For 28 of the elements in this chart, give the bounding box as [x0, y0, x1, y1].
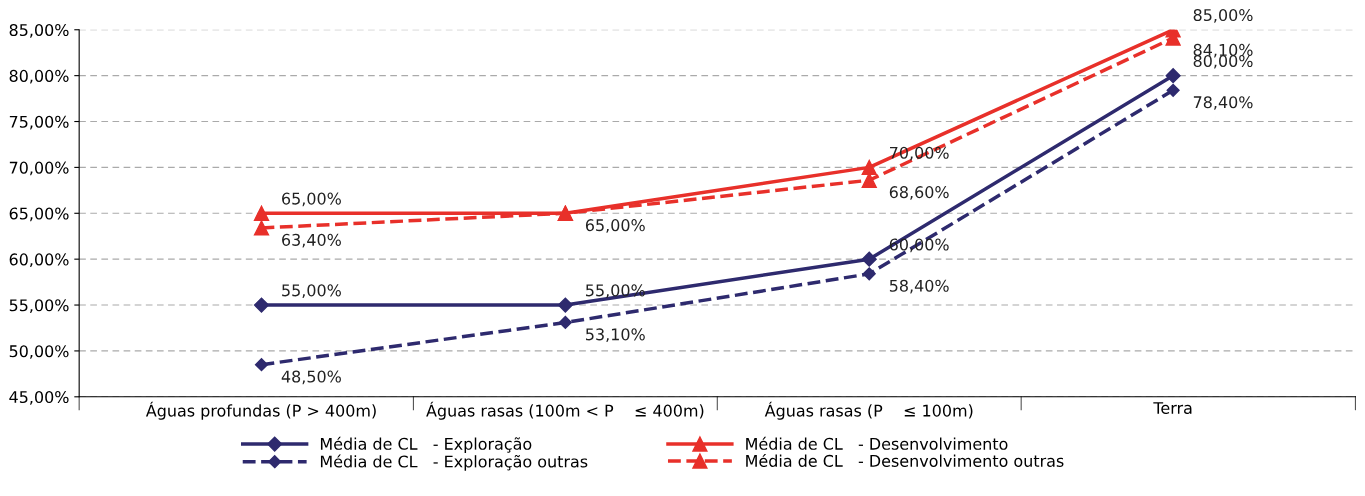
y-tick-label: 65,00% [9, 207, 69, 222]
data-label: 48,50% [281, 370, 341, 385]
legend-label: Média de CL - Desenvolvimento outras [746, 453, 1064, 467]
legend-label: Média de CL - Exploração outras [320, 454, 588, 471]
y-tick-label: 85,00% [9, 23, 69, 38]
legend-label: Média de CL - Exploração [320, 436, 532, 453]
data-label: 58,40% [889, 279, 949, 294]
data-label: 55,00% [282, 284, 341, 299]
y-tick-label: 50,00% [9, 345, 69, 359]
y-tick-label: 45,00% [9, 391, 69, 405]
y-tick-label: 55,00% [9, 299, 69, 313]
data-label: 85,00% [1193, 9, 1253, 23]
data-label: 78,40% [1193, 96, 1253, 110]
data-label: 55,00% [586, 284, 645, 299]
y-tick-label: 60,00% [9, 253, 69, 268]
data-label: 53,10% [586, 328, 645, 343]
y-tick-label: 80,00% [9, 69, 69, 84]
x-tick-label: Águas rasas (100m < P ≤ 400m) [426, 401, 704, 420]
x-tick-label: Águas rasas (P ≤ 100m) [764, 401, 973, 420]
data-label: 65,00% [282, 192, 341, 207]
data-label: 63,40% [282, 233, 341, 248]
legend-label: Média de CL - Desenvolvimento [746, 436, 1008, 450]
data-label: 68,60% [889, 186, 949, 200]
y-tick-label: 75,00% [9, 115, 69, 130]
data-label: 65,00% [585, 219, 645, 233]
x-tick-label: Águas profundas (P > 400m) [145, 401, 376, 420]
x-tick-label: Terra [1153, 402, 1192, 415]
y-tick-label: 70,00% [9, 161, 69, 176]
